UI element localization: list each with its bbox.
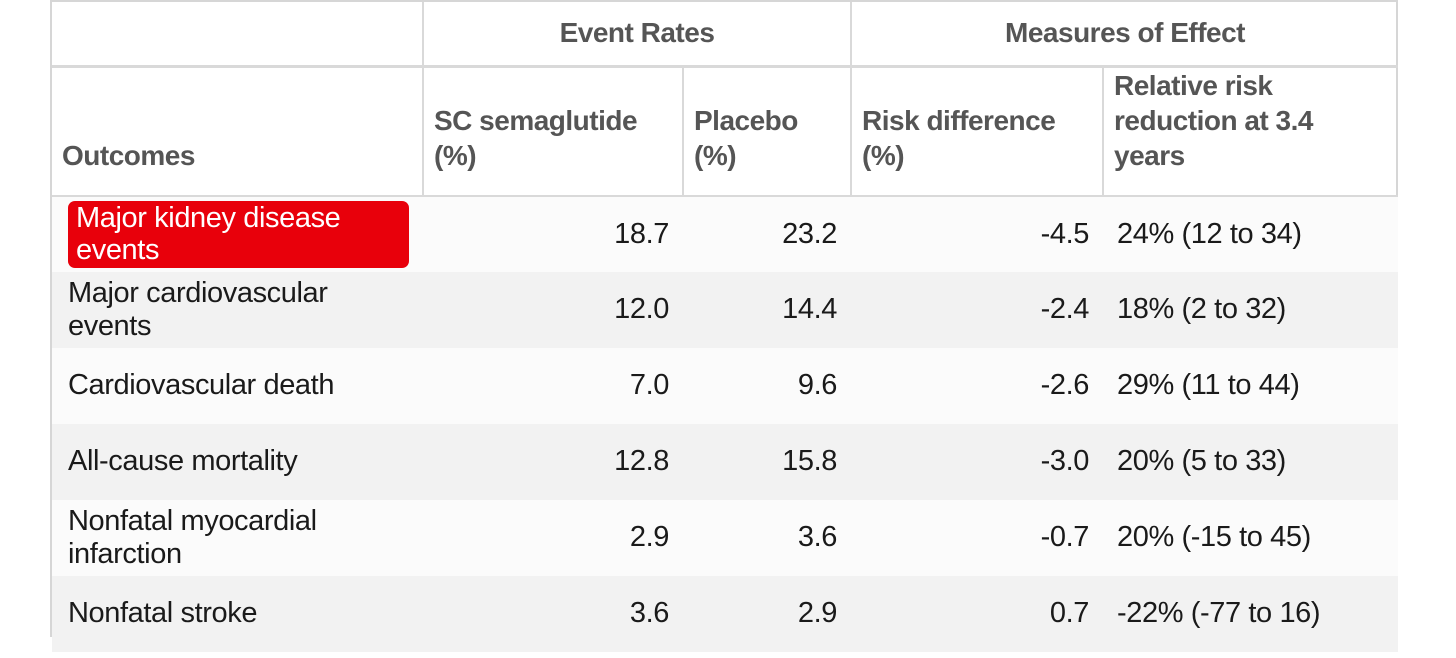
rrr-cell: 29% (11 to 44) [1103,347,1399,424]
semaglutide-cell: 12.8 [423,423,683,500]
header-group-row: Event Rates Measures of Effect [52,2,1399,68]
risk-difference-cell: -2.6 [851,347,1104,424]
table-row: Cardiovascular death 7.0 9.6 -2.6 29% (1… [52,347,1399,424]
risk-difference-cell: -0.7 [851,499,1104,576]
risk-difference-cell: -3.0 [851,423,1104,500]
table-row: Nonfatal stroke 3.6 2.9 0.7 -22% (-77 to… [52,575,1399,652]
rrr-cell: 20% (-15 to 45) [1103,499,1399,576]
header-group-empty [52,2,424,68]
rrr-cell: 18% (2 to 32) [1103,271,1399,348]
placebo-cell: 15.8 [683,423,852,500]
semaglutide-cell: 2.9 [423,499,683,576]
risk-difference-cell: 0.7 [851,575,1104,652]
placebo-cell: 2.9 [683,575,852,652]
header-column-row: Outcomes SC semaglutide (%) Placebo (%) … [52,66,1399,197]
column-header-rrr-line2: reduction at 3.4 years [1114,104,1313,171]
outcomes-table-container: Event Rates Measures of Effect Outcomes … [50,0,1399,652]
table-row: All-cause mortality 12.8 15.8 -3.0 20% (… [52,423,1399,500]
rrr-cell: 24% (12 to 34) [1103,195,1399,272]
semaglutide-cell: 3.6 [423,575,683,652]
header-group-measures-of-effect: Measures of Effect [851,2,1399,68]
outcome-cell: Nonfatal myocardial infarction [52,499,423,576]
rrr-cell: 20% (5 to 33) [1103,423,1399,500]
semaglutide-cell: 12.0 [423,271,683,348]
highlighted-outcome-label: Major kidney disease events [68,200,409,268]
risk-difference-cell: -4.5 [851,195,1104,272]
outcome-cell: Major cardiovascular events [52,271,423,348]
table-row: Nonfatal myocardial infarction 2.9 3.6 -… [52,499,1399,576]
outcome-cell: Nonfatal stroke [52,575,423,652]
column-header-relative-risk-reduction: Relative risk reduction at 3.4 years [1103,66,1399,197]
outcome-cell: Major kidney disease events [52,195,423,272]
outcome-cell: All-cause mortality [52,423,423,500]
risk-difference-cell: -2.4 [851,271,1104,348]
placebo-cell: 9.6 [683,347,852,424]
semaglutide-cell: 18.7 [423,195,683,272]
table-header: Event Rates Measures of Effect Outcomes … [52,2,1399,197]
header-group-event-rates: Event Rates [423,2,853,68]
column-header-rrr-line1: Relative risk [1114,69,1273,101]
table-body: Major kidney disease events 18.7 23.2 -4… [52,195,1399,652]
table-row: Major cardiovascular events 12.0 14.4 -2… [52,271,1399,348]
column-header-risk-difference: Risk difference (%) [851,66,1105,197]
column-header-semaglutide: SC semaglutide (%) [423,66,684,197]
placebo-cell: 3.6 [683,499,852,576]
semaglutide-cell: 7.0 [423,347,683,424]
column-header-placebo: Placebo (%) [683,66,853,197]
outcome-cell: Cardiovascular death [52,347,423,424]
column-header-outcomes: Outcomes [52,66,424,197]
placebo-cell: 23.2 [683,195,852,272]
rrr-cell: -22% (-77 to 16) [1103,575,1399,652]
table-row: Major kidney disease events 18.7 23.2 -4… [52,195,1399,272]
placebo-cell: 14.4 [683,271,852,348]
outcomes-table: Event Rates Measures of Effect Outcomes … [52,2,1399,652]
